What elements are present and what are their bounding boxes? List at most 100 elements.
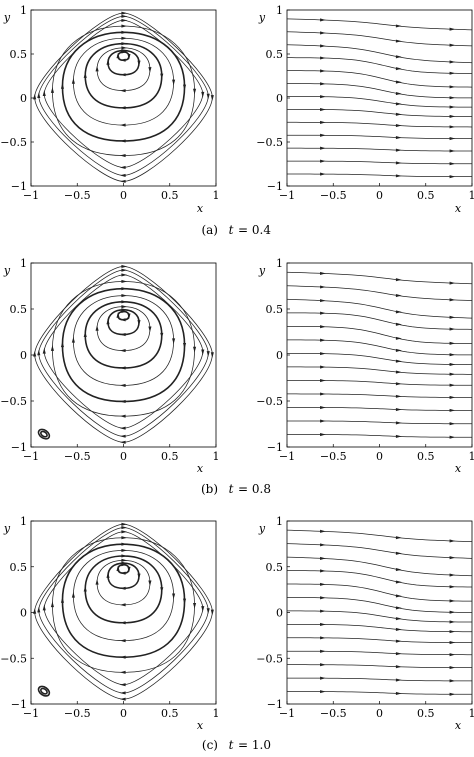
- streamline: [287, 173, 473, 178]
- corner-eddy: [40, 687, 48, 695]
- streamline: [286, 420, 472, 425]
- flow-arrow: [320, 529, 326, 533]
- flow-arrow: [395, 148, 402, 152]
- flow-arrow: [210, 95, 214, 101]
- flow-arrow: [320, 44, 326, 48]
- x-tick-label: −1: [279, 189, 295, 202]
- x-tick-label: −1: [23, 189, 39, 202]
- flow-arrow: [320, 69, 326, 73]
- flow-arrow: [121, 273, 128, 277]
- flow-arrow: [320, 95, 326, 99]
- flow-arrow: [449, 383, 456, 387]
- flow-arrow: [449, 43, 456, 47]
- streamline: [286, 70, 473, 88]
- x-axis-label: x: [455, 462, 462, 475]
- streamline: [286, 691, 473, 695]
- subfigure-caption: (b) t = 0.8: [201, 482, 271, 496]
- streamline: [286, 664, 473, 668]
- flow-arrow: [119, 73, 126, 77]
- streamline: [286, 556, 473, 577]
- flow-arrow: [121, 48, 128, 53]
- flow-arrow: [119, 440, 126, 444]
- y-tick-label: −0.5: [256, 652, 283, 665]
- flow-arrow: [121, 308, 128, 312]
- flow-arrow: [320, 82, 326, 86]
- plot-frame: [286, 9, 473, 187]
- x-tick-label: 0: [120, 450, 127, 463]
- flow-arrow: [116, 52, 120, 59]
- streamline: [286, 134, 472, 139]
- flow-arrow: [119, 318, 126, 322]
- flow-arrow: [121, 18, 128, 22]
- flow-arrow: [449, 573, 456, 577]
- flow-arrow: [320, 352, 326, 356]
- flow-arrow: [106, 572, 110, 578]
- flow-arrow: [320, 172, 326, 176]
- flow-arrow: [119, 349, 126, 353]
- flow-arrow: [320, 159, 326, 163]
- x-tick-label: −1: [23, 707, 39, 720]
- x-axis-label: x: [197, 719, 204, 732]
- flow-arrow: [172, 593, 176, 600]
- y-axis-label: y: [258, 264, 266, 277]
- flow-arrow: [119, 670, 126, 674]
- streamline: [286, 610, 473, 623]
- flow-arrow: [182, 342, 187, 349]
- streamline: [286, 285, 473, 301]
- flow-arrow: [148, 326, 152, 333]
- x-tick-label: −0.5: [64, 189, 91, 202]
- y-tick-label: 0.5: [266, 48, 284, 61]
- flow-arrow: [395, 370, 402, 374]
- plot-frame: [30, 9, 217, 187]
- x-tick-label: 0.5: [417, 189, 435, 202]
- flow-arrow: [37, 606, 41, 613]
- flow-arrow: [210, 609, 214, 616]
- flow-arrow: [106, 59, 110, 65]
- flow-arrow: [119, 139, 126, 143]
- flow-arrow: [395, 322, 402, 326]
- flow-arrow: [449, 372, 456, 376]
- flow-arrow: [83, 585, 87, 592]
- flow-arrow: [83, 72, 87, 78]
- flow-arrow: [193, 346, 197, 353]
- y-axis-label: y: [3, 264, 11, 277]
- flow-arrow: [119, 691, 126, 695]
- flow-arrow: [395, 278, 402, 282]
- streamline: [286, 543, 473, 559]
- flow-arrow: [449, 71, 456, 75]
- caption-variable: t: [229, 738, 234, 752]
- streamline: [287, 623, 473, 633]
- flow-arrow: [320, 419, 326, 423]
- y-tick-label: 0.5: [266, 303, 284, 316]
- flow-arrow: [449, 435, 456, 439]
- y-tick-label: −1: [267, 441, 283, 454]
- channel-streamline-panel: −1 −0.5 0 0.5 1 1 0.5 0 −0.5 −1 x y: [256, 4, 474, 215]
- flow-arrow: [121, 268, 128, 272]
- x-tick-label: 1: [213, 189, 220, 202]
- flow-arrow: [320, 285, 326, 289]
- flow-arrow: [320, 582, 326, 586]
- x-axis-label: x: [197, 462, 204, 475]
- flow-arrow: [121, 36, 128, 40]
- streamline: [96, 559, 151, 606]
- flow-arrow: [320, 663, 326, 667]
- streamline: [286, 366, 473, 375]
- streamline: [117, 310, 130, 321]
- flow-arrow: [33, 93, 37, 100]
- flow-arrow: [395, 434, 402, 438]
- streamline: [287, 637, 473, 643]
- flow-arrow: [121, 24, 128, 28]
- caption-label: (c): [202, 738, 218, 752]
- x-tick-label: 0: [376, 707, 383, 720]
- x-tick-label: 0.5: [417, 450, 435, 463]
- flow-arrow: [119, 571, 126, 575]
- flow-arrow: [449, 96, 456, 100]
- flow-arrow: [119, 123, 126, 127]
- streamline: [287, 380, 473, 386]
- flow-arrow: [320, 120, 326, 124]
- flow-arrow: [121, 11, 128, 15]
- flow-arrow: [395, 652, 402, 656]
- flow-arrow: [121, 522, 128, 526]
- subfigure-caption: (a) t = 0.4: [201, 223, 271, 237]
- flow-arrow: [148, 67, 152, 73]
